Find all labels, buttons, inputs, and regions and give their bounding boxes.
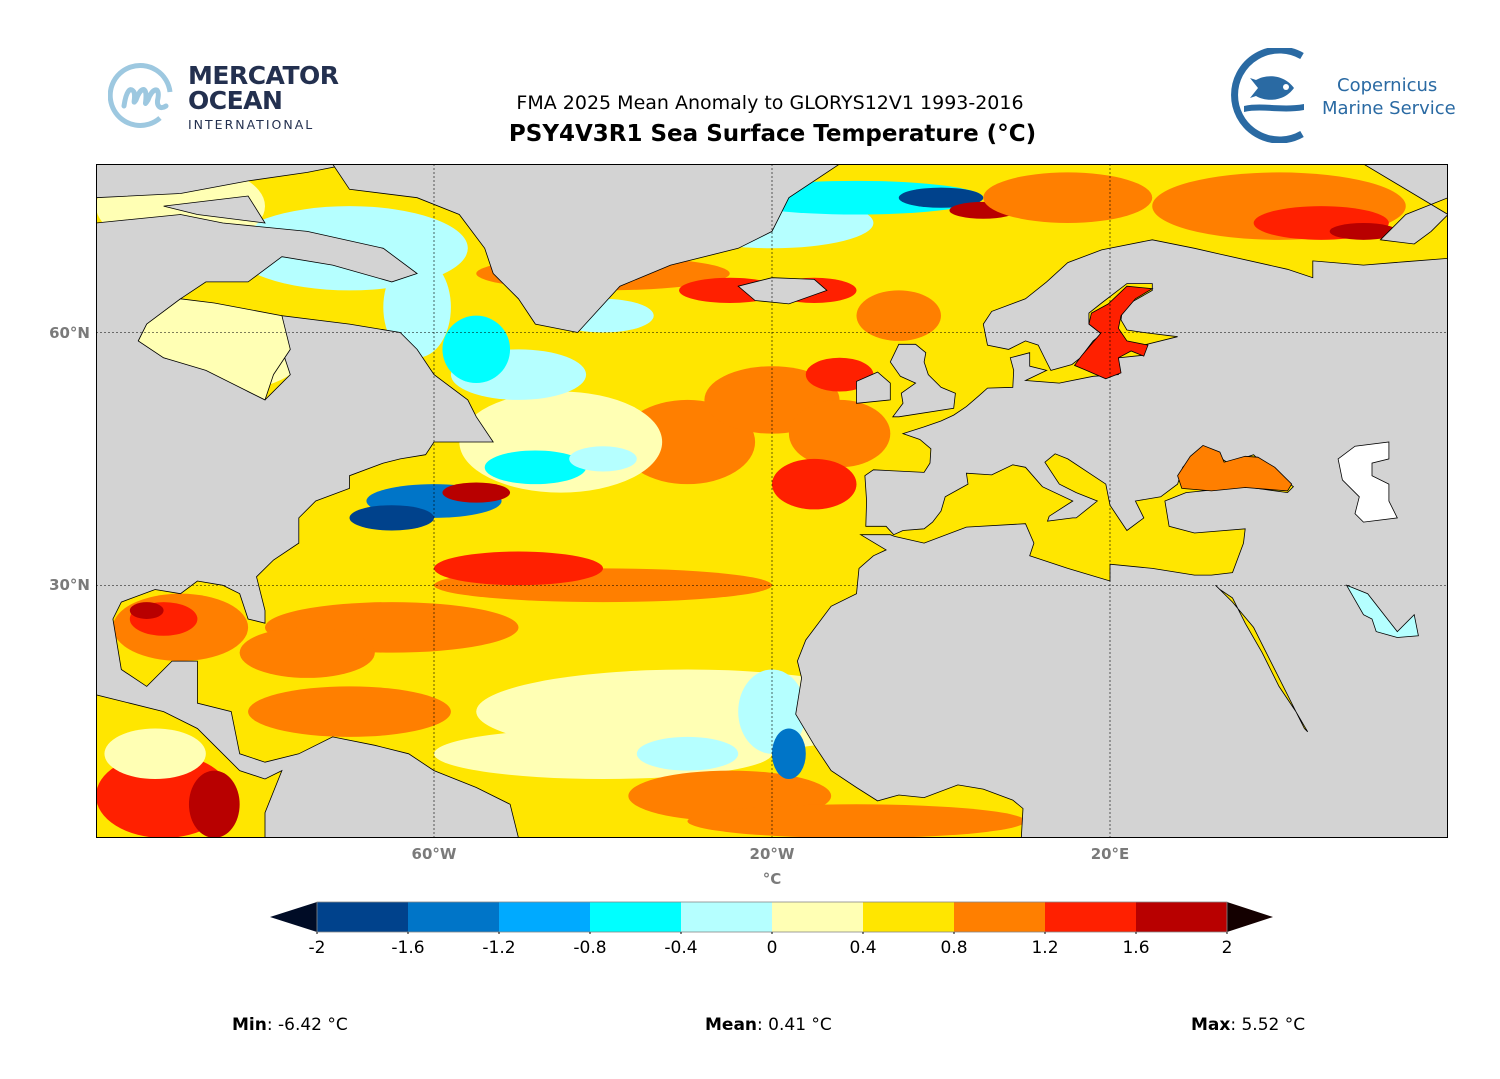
- copernicus-logo-text: Marine Service: [1322, 98, 1456, 119]
- anomaly-patch: [636, 736, 739, 771]
- colorbar-tick-label: 2: [1221, 938, 1233, 958]
- mercator-logo-text: MERCATOR: [188, 61, 339, 90]
- colorbar-segment: [499, 902, 591, 932]
- mercator-ocean-logo: MERCATOR OCEAN INTERNATIONAL: [108, 60, 348, 135]
- mercator-logo-text: OCEAN: [188, 86, 283, 115]
- stat-max-label: Max: [1191, 1015, 1231, 1035]
- stat-min: Min: -6.42 °C: [232, 1015, 348, 1035]
- stat-mean-value: : 0.41 °C: [757, 1015, 832, 1035]
- colorbar: [270, 901, 1273, 934]
- map-frame: [96, 164, 1448, 838]
- colorbar-segment: [317, 902, 409, 932]
- anomaly-patch: [484, 450, 587, 485]
- mercator-swirl-icon: [108, 63, 173, 128]
- longitude-tick-label: 60°W: [411, 845, 457, 863]
- sst-anomaly-map: [96, 164, 1448, 838]
- land-polygon: [96, 164, 350, 199]
- anomaly-patch: [856, 290, 941, 341]
- anomaly-patch: [788, 399, 891, 468]
- anomaly-patch: [349, 505, 434, 531]
- anomaly-patch: [983, 172, 1153, 223]
- colorbar-over-arrow: [1227, 902, 1273, 932]
- gridlines: [96, 164, 1448, 838]
- colorbar-unit-label: °C: [762, 870, 782, 888]
- black-sea: [1177, 444, 1293, 492]
- land-polygon: [332, 164, 841, 333]
- colorbar-tick-label: -1.2: [482, 938, 516, 958]
- mercator-logo-text: INTERNATIONAL: [188, 117, 315, 132]
- colorbar-tick-label: 0.8: [940, 938, 968, 958]
- anomaly-patch: [442, 315, 511, 384]
- colorbar-tick-label: -2: [308, 938, 326, 958]
- anomaly-patch: [434, 551, 603, 586]
- colorbar-tick-label: -0.8: [573, 938, 607, 958]
- colorbar-segment: [1045, 902, 1137, 932]
- colorbar-tick-label: 0.4: [849, 938, 877, 958]
- colorbar-segment: [408, 902, 500, 932]
- red-sea: [1215, 585, 1309, 733]
- colorbar-segment: [772, 902, 864, 932]
- anomaly-patch: [687, 804, 1026, 838]
- stat-mean: Mean: 0.41 °C: [705, 1015, 832, 1035]
- stat-max-value: : 5.52 °C: [1230, 1015, 1306, 1035]
- colorbar-tick-label: 0: [766, 938, 778, 958]
- map-title: PSY4V3R1 Sea Surface Temperature (°C): [508, 121, 1037, 147]
- colorbar-segment: [590, 902, 682, 932]
- colorbar-tick-label: -0.4: [664, 938, 698, 958]
- anomaly-patch: [248, 686, 451, 737]
- copernicus-logo-text: Copernicus: [1337, 75, 1438, 96]
- anomaly-patch: [569, 446, 637, 472]
- anomaly-patch: [239, 627, 375, 678]
- colorbar-segment: [681, 902, 773, 932]
- map-subtitle: FMA 2025 Mean Anomaly to GLORYS12V1 1993…: [516, 92, 1024, 114]
- longitude-tick-label: 20°E: [1090, 845, 1130, 863]
- stat-mean-label: Mean: [705, 1015, 758, 1035]
- colorbar-segment: [1136, 902, 1228, 932]
- persian-gulf: [1345, 584, 1419, 638]
- anomaly-patch: [188, 770, 240, 838]
- colorbar-segment: [954, 902, 1046, 932]
- land-polygon: [163, 195, 266, 224]
- land-polygon: [1362, 164, 1448, 245]
- anomaly-patch: [1329, 222, 1398, 240]
- anomaly-patch: [129, 602, 164, 619]
- colorbar-tick-label: 1.6: [1122, 938, 1150, 958]
- colorbar-tick-label: 1.2: [1031, 938, 1059, 958]
- stat-max: Max: 5.52 °C: [1191, 1015, 1305, 1035]
- anomaly-patch: [772, 728, 806, 780]
- colorbar-segment: [863, 902, 955, 932]
- land-polygon: [856, 371, 891, 404]
- colorbar-tick-label: -1.6: [391, 938, 425, 958]
- stat-min-value: : -6.42 °C: [266, 1015, 348, 1035]
- colorbar-under-arrow: [270, 902, 317, 932]
- longitude-tick-label: 20°W: [749, 845, 795, 863]
- anomaly-patch: [442, 482, 511, 503]
- stat-min-label: Min: [232, 1015, 267, 1035]
- hudson-bay: [137, 298, 291, 401]
- anomaly-patch: [772, 458, 857, 510]
- caspian-sea: [1337, 441, 1398, 523]
- anomaly-patch: [104, 728, 206, 780]
- land-polygon: [889, 343, 956, 418]
- latitude-tick-label: 30°N: [49, 576, 90, 595]
- copernicus-marine-logo: Copernicus Marine Service: [1222, 48, 1462, 143]
- fish-icon: [1231, 48, 1304, 143]
- latitude-tick-label: 60°N: [49, 323, 90, 342]
- anomaly-patch: [898, 187, 984, 208]
